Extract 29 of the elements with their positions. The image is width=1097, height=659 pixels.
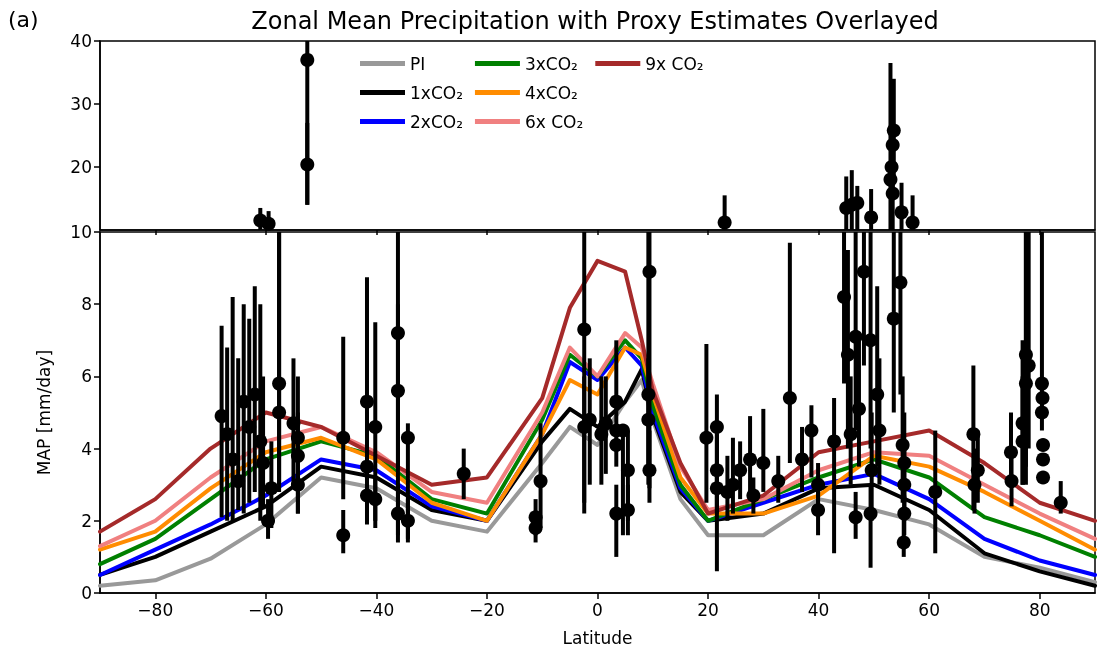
x-tick-label: 40	[807, 599, 830, 620]
y-tick-label: 10	[70, 222, 92, 242]
x-tick-label: −80	[137, 599, 174, 620]
x-tick-label: 60	[918, 599, 940, 620]
legend-label: 2xCO₂	[410, 111, 463, 132]
legend-label: PI	[410, 53, 426, 74]
y-tick-label: 8	[81, 294, 92, 315]
legend-label: 1xCO₂	[410, 82, 463, 103]
y-tick-label: 2	[81, 510, 92, 531]
x-axis-title: Latitude	[562, 627, 633, 648]
chart-title: Zonal Mean Precipitation with Proxy Estimates Overlayed	[251, 7, 939, 35]
legend-label: 3xCO₂	[524, 53, 578, 74]
y-tick-label: 6	[81, 366, 92, 387]
x-tick-label: −60	[247, 599, 284, 620]
y-tick-label: 0	[81, 583, 92, 603]
legend-label: 6x CO₂	[524, 111, 584, 132]
legend-label: 4xCO₂	[524, 82, 578, 103]
y-axis-title: MAP [mm/day]	[33, 349, 54, 476]
text: (a)	[8, 6, 39, 32]
y-tick-label: 4	[81, 438, 92, 459]
y-tick-label: 40	[70, 31, 92, 51]
y-tick-label: 30	[70, 94, 92, 114]
legend-label: 9x CO₂	[645, 53, 704, 74]
x-tick-label: −20	[469, 599, 505, 620]
x-tick-label: 0	[592, 599, 603, 620]
y-tick-label: 20	[70, 157, 92, 177]
x-tick-label: 80	[1028, 599, 1051, 620]
x-tick-label: −40	[358, 599, 395, 620]
x-tick-label: 20	[697, 599, 719, 620]
